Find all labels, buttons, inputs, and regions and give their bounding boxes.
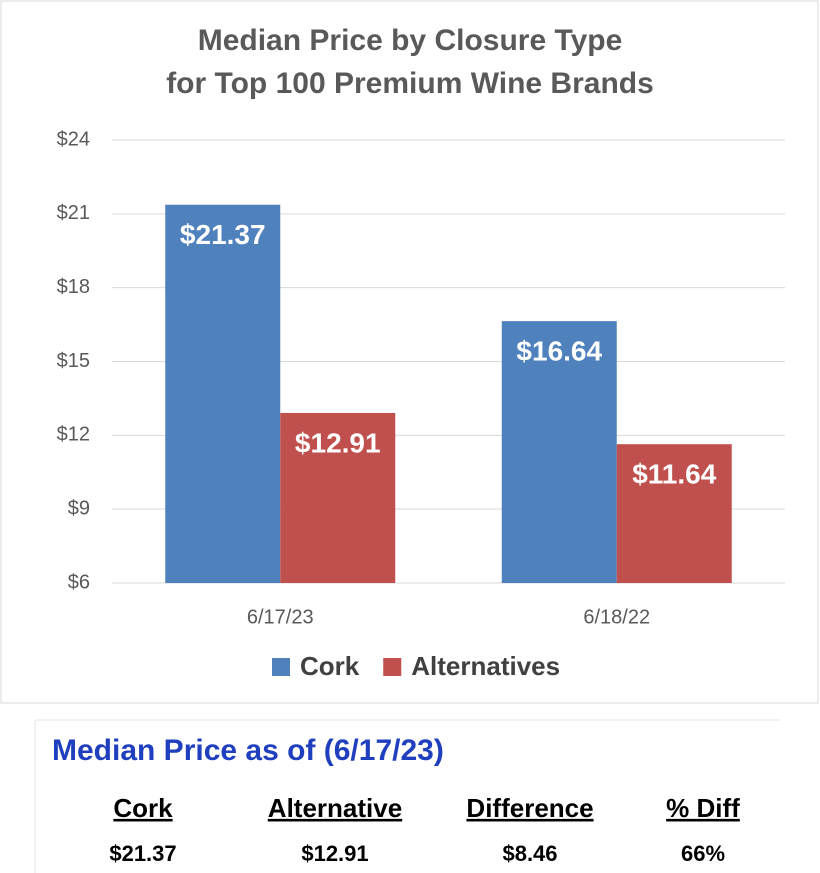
table-cell: $12.91: [301, 841, 368, 866]
value-label: $21.37: [180, 219, 266, 250]
y-tick-label: $9: [68, 497, 90, 519]
y-tick-label: $18: [57, 276, 90, 298]
table-header: Difference: [466, 793, 593, 823]
x-tick-label: 6/17/23: [247, 606, 314, 628]
value-label: $11.64: [632, 459, 717, 490]
y-tick-label: $15: [57, 350, 90, 372]
bar: [280, 412, 396, 583]
legend-swatch: [272, 658, 290, 676]
value-label: $16.64: [516, 336, 602, 367]
table-cell: $8.46: [502, 841, 557, 866]
legend-swatch: [383, 658, 402, 676]
bar: [501, 321, 617, 583]
legend-label: Cork: [300, 651, 360, 681]
y-tick-label: $21: [57, 202, 90, 224]
table-header: Cork: [113, 793, 173, 823]
table-header: % Diff: [666, 793, 740, 823]
bar: [165, 204, 281, 583]
chart-frame: [0, 0, 819, 704]
x-tick-label: 6/18/22: [583, 606, 650, 628]
legend-label: Alternatives: [411, 651, 560, 681]
table-cell: $21.37: [109, 841, 176, 866]
chart-title: Median Price by Closure Type: [198, 24, 623, 57]
chart-title: for Top 100 Premium Wine Brands: [166, 67, 654, 100]
table-header: Alternative: [268, 793, 402, 823]
y-tick-label: $6: [68, 571, 90, 593]
table-title: Median Price as of (6/17/23): [52, 734, 444, 767]
value-label: $12.91: [295, 427, 381, 458]
table-cell: 66%: [681, 841, 725, 866]
y-tick-label: $12: [57, 424, 90, 446]
y-tick-label: $24: [57, 128, 90, 150]
bar: [616, 444, 732, 583]
